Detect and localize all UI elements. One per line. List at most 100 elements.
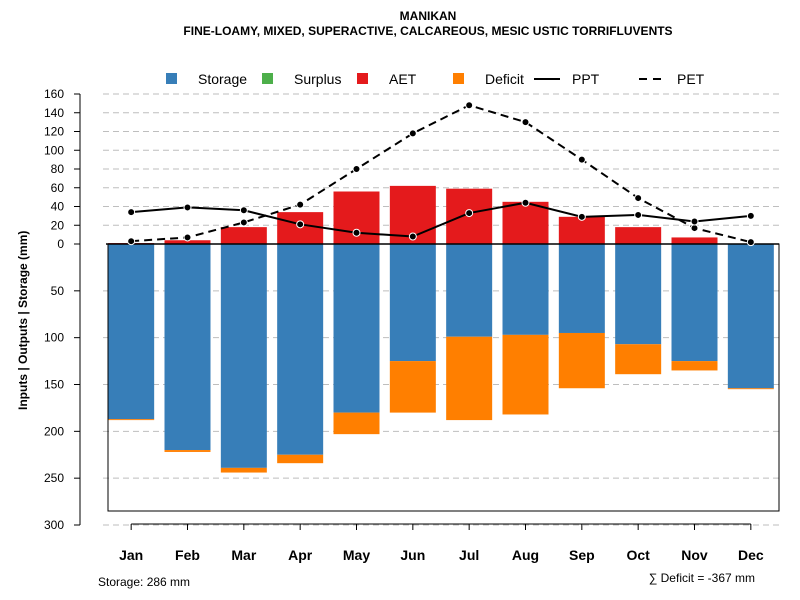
lines (127, 101, 755, 247)
x-tick-label-jul: Jul (459, 547, 479, 563)
pet-point-mar (239, 218, 248, 227)
y-axis: 0 20 40 60 80 100 120 140 160 50 100 150 200 250 300 (44, 87, 81, 532)
ppt-point-dec (746, 211, 755, 220)
deficit-bar-jan (108, 419, 155, 421)
storage-total-label: Storage: 286 mm (98, 575, 190, 589)
deficit-bar-aug (502, 334, 549, 415)
ppt-point-feb (183, 203, 192, 212)
storage-bar-oct (615, 244, 662, 345)
legend-label-surplus: Surplus (294, 71, 341, 87)
deficit-bar-feb (164, 450, 211, 452)
ppt-point-nov (690, 217, 699, 226)
y-tick-label-lower-1: 50 (51, 284, 65, 298)
x-tick-label-sep: Sep (569, 547, 595, 563)
x-tick-label-may: May (343, 547, 370, 563)
aet-bar-feb (164, 240, 211, 244)
aet-bar-nov (671, 237, 718, 244)
y-tick-label-upper-0: 0 (57, 237, 64, 251)
deficit-bar-may (333, 412, 380, 435)
x-tick-label-aug: Aug (512, 547, 539, 563)
x-tick-label-jan: Jan (119, 547, 143, 563)
deficit-bar-mar (220, 467, 267, 473)
legend-label-deficit: Deficit (485, 71, 524, 87)
y-tick-label-upper-2: 40 (51, 200, 65, 214)
legend-label-pet: PET (677, 71, 705, 87)
y-tick-label-lower-2: 100 (44, 331, 64, 345)
x-tick-label-mar: Mar (231, 547, 256, 563)
x-axis: Jan Feb Mar Apr May Jun Jul Aug Sep Oct Nov Dec (119, 523, 764, 563)
storage-bar-jul (446, 244, 493, 337)
pet-point-jun (408, 129, 417, 138)
deficit-bar-nov (671, 361, 718, 371)
pet-point-jan (127, 237, 136, 246)
legend-swatch-aet (357, 73, 368, 84)
pet-point-jul (465, 101, 474, 110)
pet-point-may (352, 165, 361, 173)
legend-swatch-storage (166, 73, 177, 84)
ppt-line (131, 201, 751, 238)
pet-point-feb (183, 233, 192, 242)
gridlines (103, 93, 779, 526)
y-tick-label-upper-1: 20 (51, 218, 65, 232)
pet-point-oct (634, 194, 643, 203)
storage-bar-dec (727, 244, 774, 389)
storage-bar-apr (277, 244, 324, 455)
ppt-point-jul (465, 209, 474, 218)
deficit-bar-jun (389, 361, 436, 413)
x-tick-label-oct: Oct (626, 547, 650, 563)
y-tick-label-upper-6: 120 (44, 125, 64, 139)
deficit-bar-apr (277, 454, 324, 464)
deficit-total-label: ∑ Deficit = -367 mm (649, 571, 755, 585)
ppt-point-jun (408, 232, 417, 241)
legend-swatch-surplus (262, 73, 273, 84)
pet-point-dec (746, 238, 755, 247)
x-tick-label-apr: Apr (288, 547, 313, 563)
ppt-point-sep (577, 212, 586, 221)
bars (108, 185, 774, 473)
chart-subtitle: FINE-LOAMY, MIXED, SUPERACTIVE, CALCAREO… (183, 24, 672, 38)
y-tick-label-lower-3: 150 (44, 378, 64, 392)
chart-title: MANIKAN (400, 9, 457, 23)
aet-bar-oct (615, 227, 662, 244)
aet-bar-sep (558, 216, 605, 244)
pet-point-sep (577, 155, 586, 164)
storage-bar-aug (502, 244, 549, 335)
deficit-bar-oct (615, 344, 662, 375)
y-tick-label-lower-6: 300 (44, 518, 64, 532)
legend-label-aet: AET (389, 71, 417, 87)
deficit-bar-sep (558, 332, 605, 389)
ppt-point-aug (521, 198, 530, 207)
ppt-point-mar (239, 206, 248, 215)
legend: Storage Surplus AET Deficit PPT PET (166, 71, 705, 87)
storage-bar-jan (108, 244, 155, 420)
y-tick-label-upper-5: 100 (44, 143, 64, 157)
storage-bar-sep (558, 244, 605, 333)
y-tick-label-upper-7: 140 (44, 106, 64, 120)
storage-bar-jun (389, 244, 436, 362)
legend-label-ppt: PPT (572, 71, 600, 87)
pet-point-apr (296, 200, 305, 209)
aet-bar-mar (220, 227, 267, 244)
plot-frame (106, 243, 780, 512)
x-tick-label-dec: Dec (738, 547, 764, 563)
pet-point-aug (521, 118, 530, 127)
deficit-bar-jul (446, 336, 493, 421)
x-tick-label-nov: Nov (681, 547, 708, 563)
y-tick-label-lower-4: 200 (44, 424, 64, 438)
legend-swatch-deficit (453, 73, 464, 84)
ppt-point-apr (296, 220, 305, 229)
storage-bar-nov (671, 244, 718, 362)
x-tick-label-feb: Feb (175, 547, 200, 563)
legend-label-storage: Storage (198, 71, 247, 87)
y-tick-label-upper-4: 80 (51, 162, 65, 176)
ppt-point-may (352, 228, 361, 237)
y-tick-label-lower-5: 250 (44, 471, 64, 485)
y-tick-label-upper-8: 160 (44, 87, 64, 101)
y-tick-label-upper-3: 60 (51, 181, 65, 195)
storage-bar-may (333, 244, 380, 413)
storage-bar-feb (164, 244, 211, 451)
pet-line (131, 104, 752, 244)
x-tick-label-jun: Jun (400, 547, 425, 563)
y-axis-label: Inputs | Outputs | Storage (mm) (16, 231, 30, 410)
